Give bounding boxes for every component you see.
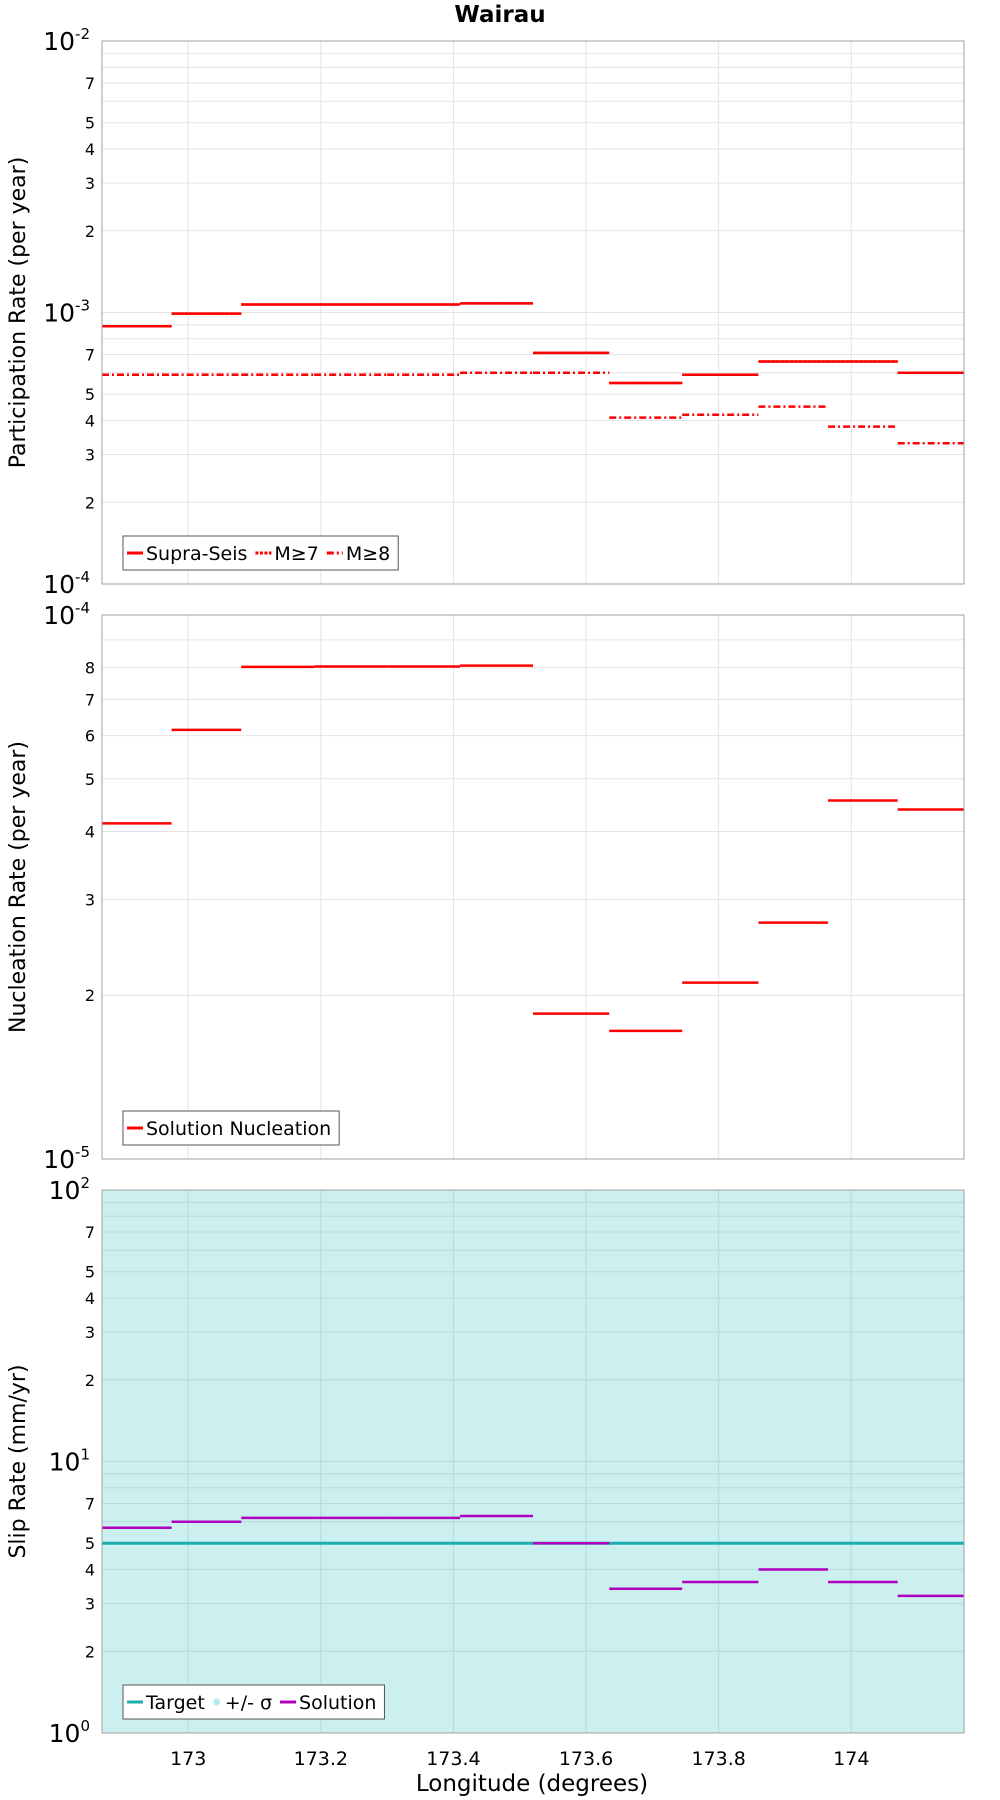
participation-panel: 10-2 10-3 10-4 7 5 4 3 2 7 5 4 3 2 Participation Rat… xyxy=(6,25,965,599)
y-tick-label-minor: 2 xyxy=(85,222,95,241)
x-axis-ticks: 173 173.2 173.4 173.6 173.8 174 xyxy=(170,1748,869,1770)
legend-box xyxy=(122,1110,340,1146)
nucleation-y-axis-label: Nucleation Rate (per year) xyxy=(6,741,31,1033)
legend-label: Supra-Seis xyxy=(146,543,247,565)
y-tick-label-major: 10-4 xyxy=(43,568,90,599)
legend-sigma-swatch xyxy=(213,1698,221,1706)
y-tick-label-major: 10-2 xyxy=(43,25,90,56)
y-tick-label-minor: 2 xyxy=(85,493,95,512)
slip-rate-panel: 102 101 100 7 5 4 3 2 7 5 4 3 2 Slip Rate (mm/yr) Ta… xyxy=(6,1174,965,1748)
y-tick-label-major: 10-3 xyxy=(43,297,90,328)
nucleation-series xyxy=(102,664,964,1033)
y-tick-label-minor: 7 xyxy=(85,346,95,365)
slip-rate-plot-border xyxy=(101,1189,965,1734)
legend-label: Solution xyxy=(299,1692,376,1714)
x-tick-label: 173.8 xyxy=(691,1748,745,1770)
legend-box xyxy=(122,1684,385,1720)
y-tick-label-minor: 7 xyxy=(85,74,95,93)
legend-label: M≥8 xyxy=(346,543,390,565)
slip-rate-y-ticks: 102 101 100 7 5 4 3 2 7 5 4 3 2 xyxy=(49,1174,95,1748)
participation-plot-border xyxy=(101,40,965,585)
x-axis-label: Longitude (degrees) xyxy=(416,1771,648,1797)
y-tick-label-minor: 2 xyxy=(85,986,95,1005)
y-tick-label-minor: 3 xyxy=(85,890,95,909)
y-tick-label-minor: 3 xyxy=(85,445,95,464)
x-tick-label: 173.2 xyxy=(294,1748,348,1770)
y-tick-label-minor: 7 xyxy=(85,1495,95,1514)
slip-rate-series xyxy=(102,1190,964,1734)
nucleation-plot-area xyxy=(102,615,964,1159)
y-tick-label-minor: 5 xyxy=(85,1534,95,1553)
nucleation-plot-border xyxy=(101,614,965,1160)
participation-y-axis-label: Participation Rate (per year) xyxy=(6,157,31,469)
participation-legend: Supra-Seis M≥7 M≥8 xyxy=(122,535,399,571)
y-tick-label-minor: 2 xyxy=(85,1642,95,1661)
legend-label: Solution Nucleation xyxy=(146,1118,331,1140)
y-tick-label-minor: 3 xyxy=(85,1323,95,1342)
y-tick-label-major: 101 xyxy=(49,1446,90,1477)
chart-title: Wairau xyxy=(454,2,545,28)
y-tick-label-minor: 7 xyxy=(85,1223,95,1242)
y-tick-label-minor: 8 xyxy=(85,659,95,678)
participation-series xyxy=(102,302,964,445)
y-tick-label-minor: 4 xyxy=(85,412,95,431)
x-tick-label: 173.4 xyxy=(426,1748,480,1770)
nucleation-y-ticks: 10-4 10-5 8 7 6 5 4 3 2 xyxy=(43,599,95,1174)
y-tick-label-minor: 5 xyxy=(85,770,95,789)
y-tick-label-major: 102 xyxy=(49,1174,90,1205)
x-tick-label: 173.6 xyxy=(559,1748,613,1770)
y-tick-label-minor: 4 xyxy=(85,1289,95,1308)
y-tick-label-minor: 5 xyxy=(85,1263,95,1282)
y-tick-label-minor: 3 xyxy=(85,174,95,193)
participation-y-ticks: 10-2 10-3 10-4 7 5 4 3 2 7 5 4 3 2 xyxy=(43,25,95,599)
x-tick-label: 173 xyxy=(170,1748,206,1770)
y-tick-label-minor: 6 xyxy=(85,727,95,746)
legend-label: +/- σ xyxy=(225,1692,272,1714)
y-tick-label-minor: 3 xyxy=(85,1594,95,1613)
y-tick-label-minor: 4 xyxy=(85,140,95,159)
y-tick-label-minor: 2 xyxy=(85,1371,95,1390)
legend-label: M≥7 xyxy=(274,543,318,565)
y-tick-label-minor: 7 xyxy=(85,690,95,709)
y-tick-label-minor: 4 xyxy=(85,1561,95,1580)
slip-rate-legend: Target +/- σ Solution xyxy=(122,1684,385,1720)
nucleation-panel: 10-4 10-5 8 7 6 5 4 3 2 Nucleation Rate (per yea… xyxy=(6,599,965,1174)
y-tick-label-major: 10-4 xyxy=(43,599,90,630)
slip-rate-y-axis-label: Slip Rate (mm/yr) xyxy=(6,1364,31,1558)
y-tick-label-major: 10-5 xyxy=(43,1143,90,1174)
nucleation-legend: Solution Nucleation xyxy=(122,1110,340,1146)
y-tick-label-minor: 5 xyxy=(85,114,95,133)
y-tick-label-minor: 5 xyxy=(85,385,95,404)
x-tick-label: 174 xyxy=(833,1748,869,1770)
participation-gridlines xyxy=(102,41,964,585)
y-tick-label-minor: 4 xyxy=(85,822,95,841)
legend-label: Target xyxy=(145,1692,205,1714)
y-tick-label-major: 100 xyxy=(49,1717,90,1748)
